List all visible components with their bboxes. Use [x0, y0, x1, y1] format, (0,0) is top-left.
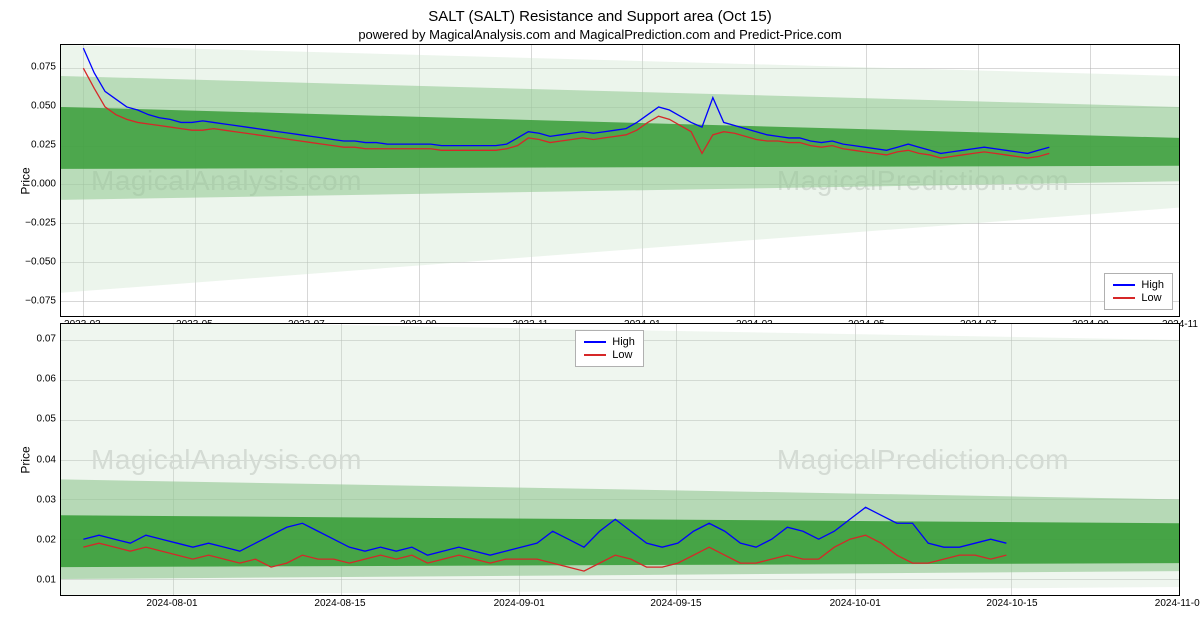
chart-subtitle: powered by MagicalAnalysis.com and Magic… [10, 27, 1190, 42]
chart-main-title: SALT (SALT) Resistance and Support area … [10, 8, 1190, 25]
y-tick-label: 0.01 [37, 574, 56, 585]
x-ticks-bottom: 2024-08-012024-08-152024-09-012024-09-15… [60, 596, 1180, 626]
legend-swatch-high [1113, 284, 1135, 286]
chart-top: Price MagicalAnalysis.com MagicalPredict… [10, 44, 1190, 317]
y-tick-label: 0.05 [37, 414, 56, 425]
y-tick-label: 0.07 [37, 334, 56, 345]
y-ticks-bottom: 0.01 0.02 0.03 0.04 0.05 0.06 0.07 [12, 323, 60, 596]
y-tick-label: −0.050 [25, 257, 56, 268]
chart-area-top: MagicalAnalysis.com MagicalPrediction.co… [60, 44, 1180, 317]
y-ticks-top: −0.075 −0.050 −0.025 0.000 0.025 0.050 0.075 [12, 44, 60, 317]
title-block: SALT (SALT) Resistance and Support area … [10, 8, 1190, 42]
legend-label-low: Low [1141, 292, 1161, 304]
legend-row-low-bottom: Low [584, 349, 635, 361]
y-tick-label: 0.04 [37, 454, 56, 465]
legend-label-high-bottom: High [612, 336, 635, 348]
legend-swatch-low [1113, 297, 1135, 299]
legend-row-high-bottom: High [584, 336, 635, 348]
y-tick-label: 0.000 [31, 179, 56, 190]
legend-row-high: High [1113, 279, 1164, 291]
chart-bottom: Price MagicalAnalysis.com MagicalPredict… [10, 323, 1190, 596]
y-tick-label: −0.025 [25, 218, 56, 229]
figure-container: SALT (SALT) Resistance and Support area … [0, 0, 1200, 600]
legend-bottom: High Low [575, 330, 644, 367]
y-tick-label: 0.02 [37, 534, 56, 545]
plot-bottom: MagicalAnalysis.com MagicalPrediction.co… [60, 323, 1180, 596]
legend-label-high: High [1141, 279, 1164, 291]
chart-area-bottom: MagicalAnalysis.com MagicalPrediction.co… [60, 323, 1180, 596]
legend-label-low-bottom: Low [612, 349, 632, 361]
legend-row-low: Low [1113, 292, 1164, 304]
y-tick-label: −0.075 [25, 296, 56, 307]
y-tick-label: 0.03 [37, 494, 56, 505]
legend-swatch-high-bottom [584, 341, 606, 343]
y-tick-label: 0.050 [31, 101, 56, 112]
legend-swatch-low-bottom [584, 354, 606, 356]
y-tick-label: 0.06 [37, 374, 56, 385]
y-tick-label: 0.025 [31, 140, 56, 151]
y-tick-label: 0.075 [31, 62, 56, 73]
chart-svg-top [61, 45, 1179, 316]
legend-top: High Low [1104, 273, 1173, 310]
plot-top: MagicalAnalysis.com MagicalPrediction.co… [60, 44, 1180, 317]
